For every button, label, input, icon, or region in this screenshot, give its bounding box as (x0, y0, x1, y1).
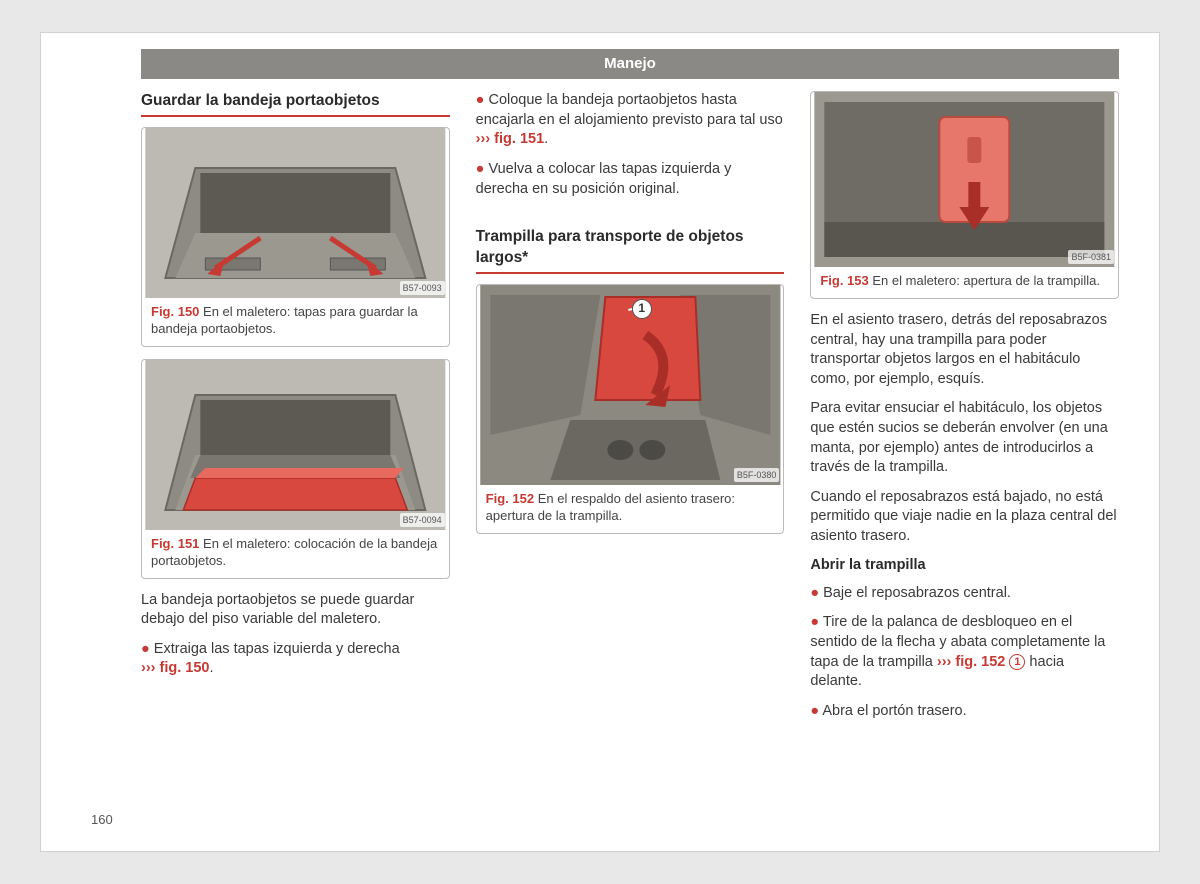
page-number: 160 (91, 811, 113, 829)
manual-page: Manejo Guardar la bandeja portaobjetos (40, 32, 1160, 852)
figure-153-label: Fig. 153 (820, 273, 868, 288)
col1-title: Guardar la bandeja portaobjetos (141, 91, 450, 117)
figure-151-code: B57-0094 (400, 513, 445, 527)
figure-153: B5F-0381 Fig. 153 En el maletero: apertu… (810, 91, 1119, 299)
figure-151-image: B57-0094 (142, 360, 449, 530)
figure-153-image: B5F-0381 (811, 92, 1118, 267)
figure-151: B57-0094 Fig. 151 En el maletero: coloca… (141, 359, 450, 579)
col3-bullet-3: ● Abra el portón trasero. (810, 702, 1119, 722)
col3-bullet-2: ● Tire de la palanca de desbloqueo en el… (810, 613, 1119, 691)
figure-150-code: B57-0093 (400, 281, 445, 295)
figure-151-caption: Fig. 151 En el maletero: colocación de l… (142, 530, 449, 578)
circled-1-icon: 1 (1009, 654, 1025, 670)
figure-152-label: Fig. 152 (486, 491, 534, 506)
col1-p1: La bandeja portaobjetos se puede guardar… (141, 591, 450, 630)
trunk-tray-illustration (142, 360, 449, 530)
figure-152-code: B5F-0380 (734, 468, 780, 482)
fig152-ref: ››› fig. 152 (937, 654, 1005, 670)
col2-bullet-1: ● Coloque la bandeja portaobjetos hasta … (476, 91, 785, 150)
col3-subhead: Abrir la trampilla (810, 556, 1119, 576)
bullet-icon: ● (810, 614, 819, 630)
callout-1: 1 (632, 299, 652, 319)
trunk-hatch-illustration (811, 92, 1118, 267)
figure-152-caption: Fig. 152 En el respaldo del asiento tras… (477, 485, 784, 533)
col3-p2: Para evitar ensuciar el habitáculo, los … (810, 399, 1119, 477)
column-1: Guardar la bandeja portaobjetos (141, 91, 450, 731)
fig150-ref: ››› fig. 150 (141, 660, 209, 676)
figure-153-caption: Fig. 153 En el maletero: apertura de la … (811, 267, 1118, 298)
trunk-covers-illustration (142, 128, 449, 298)
figure-153-code: B5F-0381 (1068, 250, 1114, 264)
bullet-icon: ● (810, 703, 819, 719)
figure-152-image: 1 B5F-0380 (477, 285, 784, 485)
column-2: ● Coloque la bandeja portaobjetos hasta … (476, 91, 785, 731)
col2-title: Trampilla para transporte de objetos lar… (476, 227, 785, 274)
bullet-icon: ● (476, 161, 485, 177)
figure-150: B57-0093 Fig. 150 En el maletero: tapas … (141, 127, 450, 347)
column-3: B5F-0381 Fig. 153 En el maletero: apertu… (810, 91, 1119, 731)
figure-150-label: Fig. 150 (151, 304, 199, 319)
rear-seat-hatch-illustration (477, 285, 784, 485)
bullet-icon: ● (141, 641, 150, 657)
section-header: Manejo (141, 49, 1119, 79)
content-columns: Guardar la bandeja portaobjetos (41, 79, 1159, 731)
col3-p3: Cuando el reposabrazos está bajado, no e… (810, 488, 1119, 547)
col3-bullet-1: ● Baje el reposabrazos central. (810, 584, 1119, 604)
fig151-ref: ››› fig. 151 (476, 131, 544, 147)
col1-bullet-1: ● Extraiga las tapas izquierda y derecha… (141, 640, 450, 679)
figure-152: 1 B5F-0380 Fig. 152 En el respaldo del a… (476, 284, 785, 534)
col2-bullet-2: ● Vuelva a colocar las tapas izquierda y… (476, 160, 785, 199)
figure-151-label: Fig. 151 (151, 536, 199, 551)
figure-150-image: B57-0093 (142, 128, 449, 298)
col3-p1: En el asiento trasero, detrás del reposa… (810, 311, 1119, 389)
bullet-icon: ● (476, 92, 485, 108)
bullet-icon: ● (810, 585, 819, 601)
figure-150-caption: Fig. 150 En el maletero: tapas para guar… (142, 298, 449, 346)
